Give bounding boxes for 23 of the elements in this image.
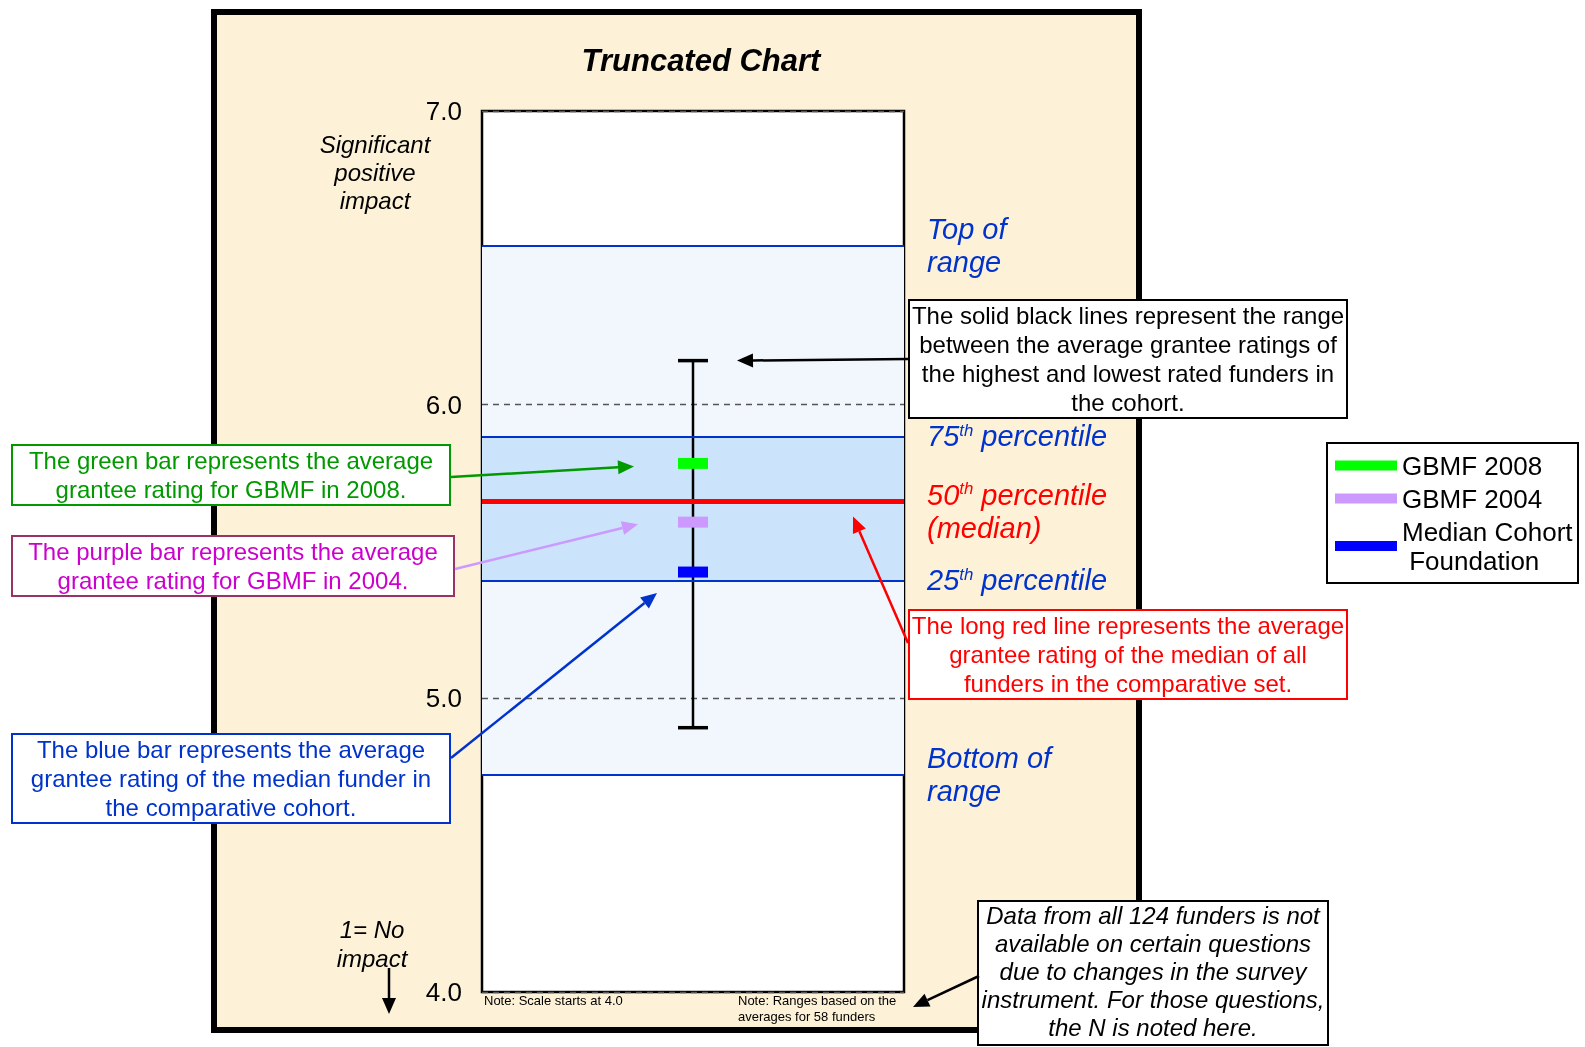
y-tick-label: 7.0	[425, 96, 462, 126]
ref-line-label: Bottom of range	[927, 741, 1055, 809]
text: The solid black lines represent the range between the average grantee ratings of the highest and lowest rated funders in the cohort.	[908, 299, 1348, 419]
text: The blue bar represents the average grantee rating of the median funder in the comparative cohort.	[11, 733, 451, 824]
text: Note: Scale starts at 4.0	[484, 993, 624, 1009]
y-tick-label: 4.0	[425, 977, 462, 1007]
text: 1= No impact	[335, 915, 409, 973]
chart-title: Truncated Chart	[581, 43, 823, 78]
ref-line-label: 75$^{th}$ percentile	[927, 420, 1109, 454]
legend-label: Median Cohort Foundation	[1402, 516, 1574, 576]
text: Significant positive impact	[318, 131, 432, 215]
y-tick-label: 6.0	[425, 389, 462, 420]
ref-line-label: 50$^{th}$ percentile (median)	[927, 478, 1109, 545]
text: Data from all 124 funders is not available on certain questions due to changes in the survey instrument. For those questions, the N is noted here.	[977, 900, 1329, 1046]
text: The purple bar represents the average grantee rating for GBMF in 2004.	[11, 535, 455, 597]
legend-label: GBMF 2004	[1402, 483, 1543, 514]
legend-label: GBMF 2008	[1402, 450, 1543, 481]
text: Note: Ranges based on the averages for 58 funders	[738, 993, 898, 1025]
y-tick-label: 5.0	[425, 683, 462, 714]
ref-line-label: Top of range	[927, 212, 1010, 280]
ref-line-label: 25$^{th}$ percentile	[927, 564, 1109, 598]
text: The long red line represents the average grantee rating of the median of all funders in the comparative set.	[908, 609, 1348, 700]
text: The green bar represents the average grantee rating for GBMF in 2008.	[11, 444, 451, 506]
